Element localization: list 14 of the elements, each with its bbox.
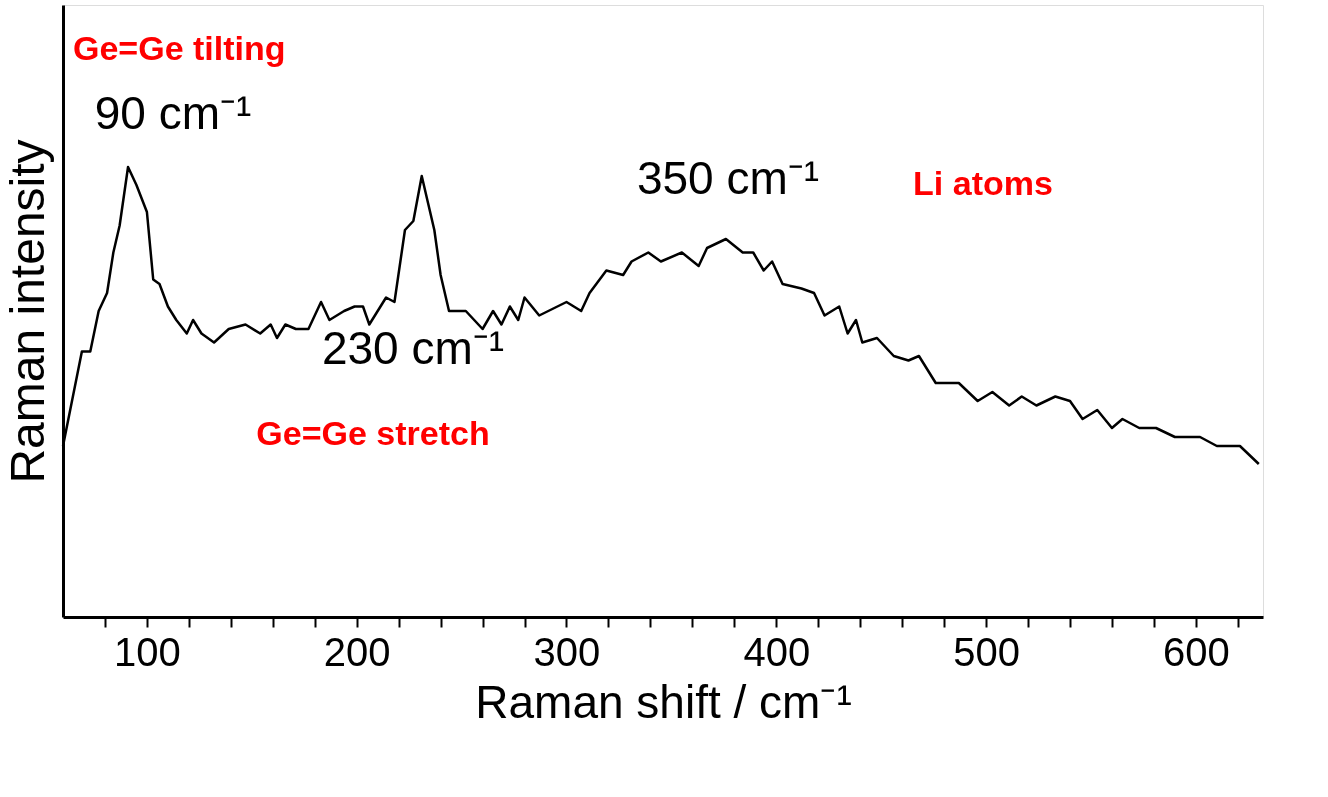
x-tick-label: 500 [953,629,1020,674]
annotation: Ge=Ge stretch [256,414,490,452]
x-axis-title: Raman shift / cm⁻¹ [475,675,852,728]
text: 90 cm⁻¹ [94,87,252,139]
x-tick-label: 600 [1162,629,1230,674]
x-tick-label: 400 [743,629,811,674]
y-axis-title: Raman intensity [0,139,54,484]
annotation: 230 cm⁻¹ [321,322,505,374]
x-tick-label: 200 [323,629,391,674]
x-tick-label: 300 [533,629,601,674]
annotation: Li atoms [913,164,1053,202]
annotation: 350 cm⁻¹ [636,152,820,204]
x-tick-label: 100 [114,629,181,674]
text: Ge=Ge tilting [73,29,286,67]
